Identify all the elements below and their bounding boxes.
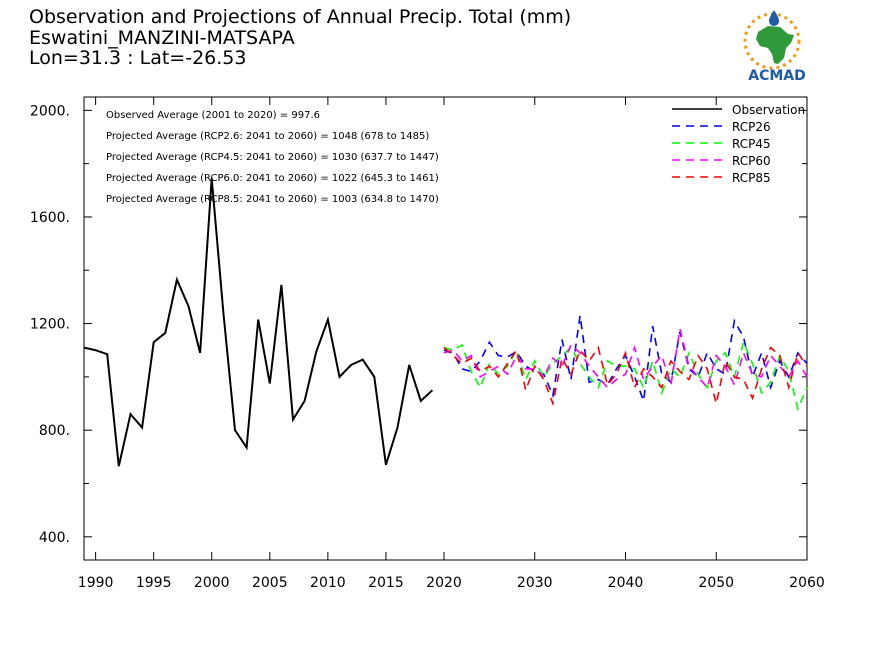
legend: Observation RCP26 RCP45 RCP60 RCP85: [672, 103, 805, 185]
annotation-text: Projected Average (RCP6.0: 2041 to 2060)…: [106, 173, 439, 184]
legend-label-observation: Observation: [732, 103, 805, 117]
logo-text: ACMAD: [748, 68, 806, 84]
acmad-logo: ACMAD: [743, 10, 806, 84]
legend-label-rcp45: RCP45: [732, 137, 771, 151]
x-tick-label: 2050: [698, 575, 734, 591]
series-line-rcp60: [443, 328, 808, 390]
x-tick-label: 1995: [136, 575, 172, 591]
title-line-2: Eswatini_MANZINI-MATSAPA: [29, 26, 295, 49]
x-tick-label: 2015: [368, 575, 404, 591]
y-tick-label: 800.: [39, 423, 70, 439]
legend-label-rcp60: RCP60: [732, 154, 771, 168]
plot-frame: [83, 96, 808, 561]
x-tick-label: 1990: [78, 575, 114, 591]
africa-map-icon: [756, 26, 794, 64]
x-tick-label: 2030: [517, 575, 553, 591]
x-tick-label: 2060: [789, 575, 825, 591]
title-line-1: Observation and Projections of Annual Pr…: [29, 6, 572, 28]
chart-title: Observation and Projections of Annual Pr…: [29, 7, 571, 69]
x-tick-label: 2040: [608, 575, 644, 591]
axes: 400. 800. 1200. 1600. 2000. 1990 1995 2000 2005 2…: [30, 96, 825, 591]
legend-label-rcp26: RCP26: [732, 120, 771, 134]
y-tick-label: 1200.: [30, 317, 70, 333]
series-lines: [83, 178, 808, 467]
legend-label-rcp85: RCP85: [732, 171, 771, 185]
y-tick-label: 1600.: [30, 210, 70, 226]
y-tick-label: 400.: [39, 530, 70, 546]
title-line-3: Lon=31.3 : Lat=-26.53: [29, 47, 247, 69]
series-line-rcp26: [443, 315, 808, 402]
y-tick-label: 2000.: [30, 103, 70, 119]
water-drop-icon: [769, 10, 779, 26]
x-tick-label: 2005: [252, 575, 288, 591]
x-tick-label: 2000: [194, 575, 230, 591]
annotation-text: Projected Average (RCP2.6: 2041 to 2060)…: [106, 131, 429, 142]
annotation-text: Projected Average (RCP8.5: 2041 to 2060)…: [106, 194, 439, 205]
x-tick-label: 2010: [310, 575, 346, 591]
series-line-rcp85: [443, 345, 808, 407]
series-line-observation: [83, 178, 434, 467]
annotations: Observed Average (2001 to 2020) = 997.6 P…: [106, 110, 439, 205]
annotation-text: Projected Average (RCP4.5: 2041 to 2060)…: [106, 152, 439, 163]
x-tick-label: 2020: [426, 575, 462, 591]
annotation-text: Observed Average (2001 to 2020) = 997.6: [106, 110, 320, 121]
